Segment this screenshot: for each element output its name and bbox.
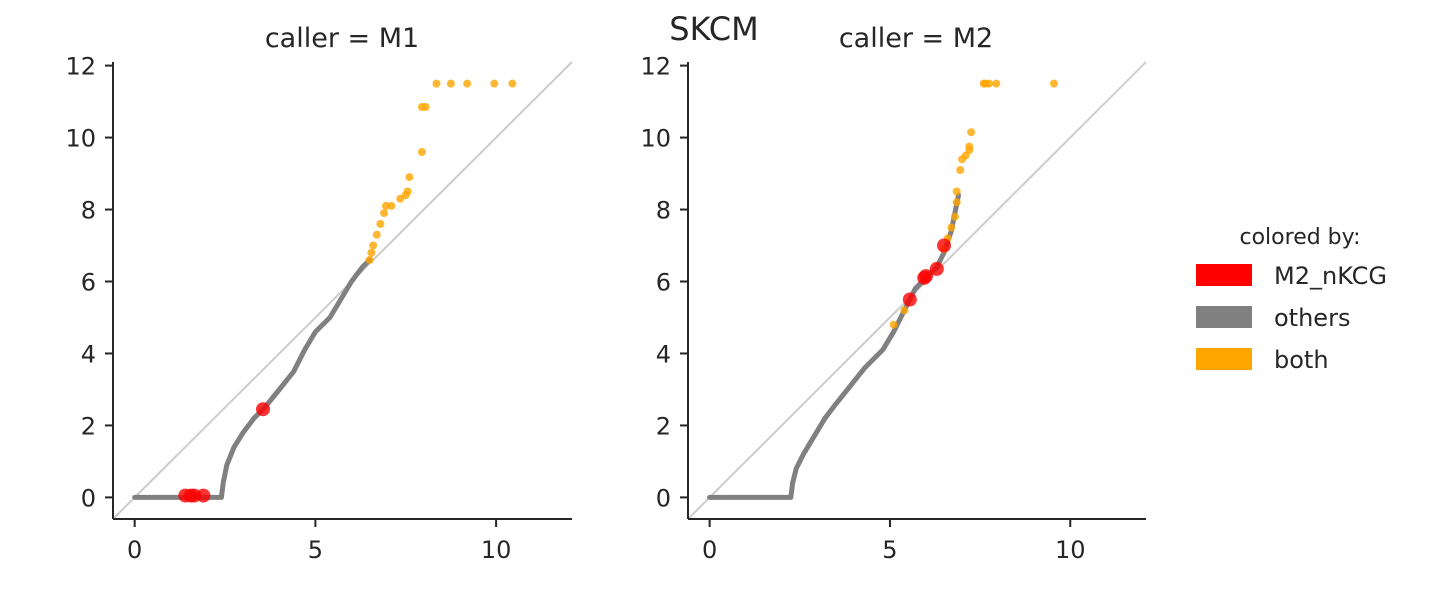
- x-tick-label: 0: [702, 536, 717, 564]
- data-point-m2-nkcg: [937, 238, 951, 253]
- data-point-both: [950, 212, 959, 221]
- y-tick-label: 8: [656, 197, 671, 225]
- data-point-both: [952, 198, 961, 207]
- x-tick-label: 10: [1055, 536, 1086, 564]
- data-point-both: [403, 187, 412, 196]
- data-point-both: [380, 209, 389, 218]
- data-point-both: [367, 248, 376, 257]
- series-curve-others: [707, 192, 961, 500]
- y-tick-label: 0: [656, 484, 671, 512]
- data-point-both: [1050, 79, 1058, 88]
- figure-suptitle: SKCM: [669, 10, 759, 48]
- data-point-both: [372, 230, 381, 239]
- data-point-both: [463, 79, 472, 88]
- x-tick-label: 5: [308, 536, 323, 564]
- data-point-both: [376, 219, 385, 228]
- data-point-both: [432, 79, 441, 88]
- y-tick-label: 6: [656, 269, 671, 297]
- legend-label-others: others: [1274, 304, 1350, 332]
- legend-title: colored by:: [1240, 225, 1361, 250]
- legend: colored by: M2_nKCG others both: [1196, 225, 1387, 374]
- y-tick-label: 2: [656, 412, 671, 440]
- data-point-both: [387, 201, 396, 210]
- chart-panel-m2: caller = M2 0 5 10 0 2 4 6 8 10 12: [640, 23, 1147, 564]
- data-point-both: [446, 79, 455, 88]
- x-tick-label: 0: [127, 536, 142, 564]
- data-point-both: [992, 79, 1001, 88]
- data-point-both: [947, 223, 956, 232]
- x-tick-label: 10: [481, 536, 512, 564]
- panel-title-m2: caller = M2: [839, 23, 993, 54]
- series-curve-others: [132, 257, 373, 500]
- legend-swatch-m2-nkcg: [1196, 264, 1252, 286]
- y-tick-label: 10: [65, 125, 96, 153]
- data-point-m2-nkcg: [256, 402, 270, 417]
- legend-label-m2-nkcg: M2_nKCG: [1274, 262, 1387, 290]
- data-point-both: [956, 166, 965, 174]
- legend-swatch-both: [1196, 348, 1252, 370]
- data-point-both: [952, 187, 961, 196]
- data-point-both: [508, 79, 517, 88]
- data-point-both: [889, 320, 898, 329]
- y-tick-label: 10: [640, 125, 671, 153]
- data-point-m2-nkcg: [919, 269, 933, 284]
- data-point-m2-nkcg: [929, 261, 944, 276]
- data-point-both: [365, 255, 374, 264]
- data-point-m2-nkcg: [902, 292, 917, 307]
- reference-line: [112, 61, 573, 520]
- panel-title-m1: caller = M1: [265, 23, 419, 54]
- y-tick-label: 12: [65, 53, 96, 81]
- data-point-both: [418, 148, 426, 156]
- data-point-both: [985, 79, 994, 88]
- data-point-both: [421, 103, 430, 111]
- y-tick-label: 4: [81, 340, 96, 368]
- x-tick-label: 5: [882, 536, 897, 564]
- legend-label-both: both: [1274, 346, 1329, 374]
- legend-swatch-others: [1196, 306, 1252, 328]
- data-point-both: [967, 128, 976, 137]
- data-point-both: [965, 146, 974, 155]
- chart-panel-m1: caller = M1 0 5 10 0 2 4 6 8 10 12: [65, 23, 573, 564]
- data-point-both: [369, 241, 378, 250]
- data-point-both: [900, 306, 909, 315]
- y-tick-label: 6: [81, 269, 96, 297]
- y-tick-label: 8: [81, 197, 96, 225]
- y-tick-label: 2: [81, 412, 96, 440]
- data-point-m2-nkcg: [196, 488, 211, 503]
- y-tick-label: 12: [640, 53, 671, 81]
- y-tick-label: 0: [81, 484, 96, 512]
- data-point-both: [490, 79, 499, 88]
- y-tick-label: 4: [656, 340, 671, 368]
- data-point-both: [405, 173, 414, 182]
